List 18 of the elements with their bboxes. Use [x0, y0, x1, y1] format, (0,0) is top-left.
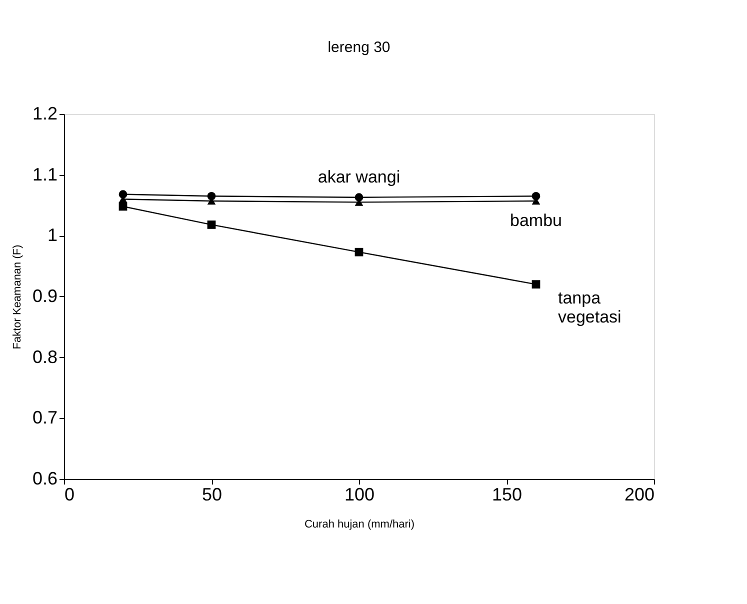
y-tick-label: 0.6 — [32, 468, 58, 488]
y-tick-label: 0.8 — [32, 346, 58, 367]
series-label: akar wangi — [318, 167, 400, 186]
x-tick-label: 50 — [202, 484, 222, 504]
y-axis-title: Faktor Keamanan (F) — [11, 244, 24, 350]
series-label: bambu — [510, 210, 562, 230]
chart-title: lereng 30 — [328, 39, 390, 56]
y-tick-label: 1.2 — [32, 104, 58, 124]
x-tick-label: 200 — [624, 484, 654, 504]
series-label: tanpa vegetasi — [558, 288, 622, 326]
x-tick-label: 0 — [64, 484, 75, 504]
y-tick-label: 0.7 — [32, 408, 58, 428]
x-tick-label: 150 — [492, 484, 522, 504]
y-tick-label: 0.9 — [32, 286, 58, 306]
x-axis-title: Curah hujan (mm/hari) — [304, 518, 415, 530]
y-tick-label: 1 — [47, 225, 58, 246]
y-tick-label: 1.1 — [32, 164, 58, 184]
x-tick-label: 100 — [344, 484, 375, 504]
